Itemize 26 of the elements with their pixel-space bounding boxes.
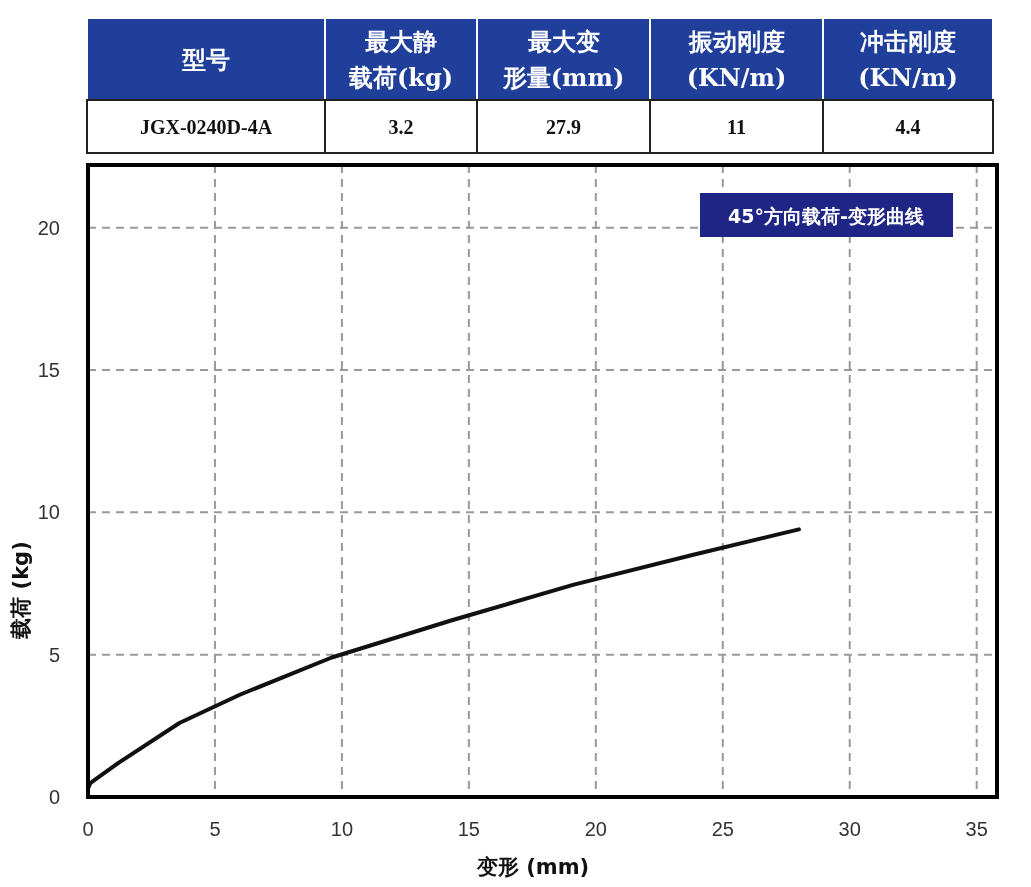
x-axis-title: 变形 (mm) bbox=[475, 855, 590, 879]
x-tick-label: 30 bbox=[838, 818, 861, 840]
x-tick-label: 0 bbox=[82, 818, 94, 840]
category-label: 最大静载荷(kg) bbox=[347, 26, 454, 92]
y-axis-title: 载荷 (kg) bbox=[9, 541, 33, 640]
y-tick-label: 5 bbox=[48, 643, 60, 666]
text: 11 bbox=[727, 115, 746, 138]
x-tick-label: 25 bbox=[711, 818, 734, 840]
category-label: 冲击刚度(KN/m) bbox=[858, 26, 958, 92]
x-tick-label: 5 bbox=[209, 818, 221, 840]
text: JGX-0240D-4A bbox=[139, 115, 273, 138]
y-tick-label: 15 bbox=[37, 358, 60, 381]
y-tick-label: 20 bbox=[37, 216, 60, 239]
x-tick-label: 35 bbox=[965, 818, 988, 840]
text: 4.4 bbox=[895, 115, 921, 138]
x-tick-label: 15 bbox=[457, 818, 480, 840]
category-label: 振动刚度(KN/m) bbox=[686, 26, 787, 92]
text: 45°方向载荷-变形曲线 bbox=[728, 205, 924, 227]
text: 27.9 bbox=[546, 115, 581, 138]
category-label: 型号 bbox=[181, 44, 230, 74]
x-tick-label: 20 bbox=[584, 818, 607, 840]
y-tick-label: 10 bbox=[37, 501, 60, 524]
text: 3.2 bbox=[388, 115, 414, 138]
category-label: 最大变形量(mm) bbox=[501, 26, 625, 92]
y-tick-label: 0 bbox=[48, 786, 60, 808]
x-tick-label: 10 bbox=[330, 818, 354, 840]
